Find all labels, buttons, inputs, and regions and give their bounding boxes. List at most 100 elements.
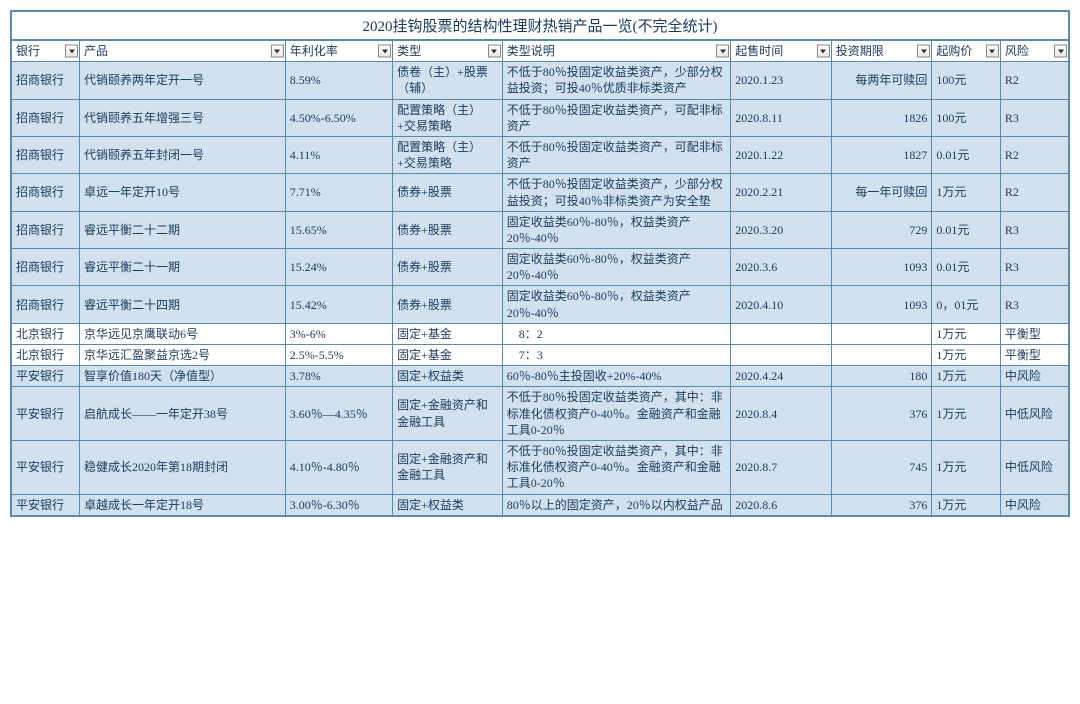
cell-risk: 中低风险 xyxy=(1000,440,1069,494)
col-desc-label: 类型说明 xyxy=(507,44,555,58)
cell-rate: 3.00％-6.30％ xyxy=(285,494,392,516)
cell-risk: R3 xyxy=(1000,99,1069,136)
cell-desc: 7：3 xyxy=(502,345,731,366)
cell-rate: 2.5%-5.5% xyxy=(285,345,392,366)
cell-product: 稳健成长2020年第18期封闭 xyxy=(80,440,286,494)
cell-bank: 北京银行 xyxy=(11,323,80,344)
col-product-label: 产品 xyxy=(84,44,108,58)
cell-risk: R3 xyxy=(1000,211,1069,248)
cell-product: 京华远汇盈聚益京选2号 xyxy=(80,345,286,366)
filter-icon[interactable] xyxy=(271,45,284,58)
cell-bank: 招商银行 xyxy=(11,62,80,99)
cell-type: 债券+股票 xyxy=(393,174,503,211)
cell-rate: 4.10％-4.80％ xyxy=(285,440,392,494)
cell-date: 2020.4.10 xyxy=(731,286,832,323)
cell-desc: 不低于80％投固定收益类资产，其中：非标准化债权资产0-40％。金融资产和金融工… xyxy=(502,440,731,494)
col-desc[interactable]: 类型说明 xyxy=(502,40,731,62)
cell-product: 卓越成长一年定开18号 xyxy=(80,494,286,516)
cell-type: 债卷（主）+股票（辅） xyxy=(393,62,503,99)
col-type[interactable]: 类型 xyxy=(393,40,503,62)
cell-bank: 招商银行 xyxy=(11,249,80,286)
cell-price: 1万元 xyxy=(932,366,1001,387)
filter-icon[interactable] xyxy=(488,45,501,58)
cell-product: 睿远平衡二十一期 xyxy=(80,249,286,286)
products-table: 2020挂钩股票的结构性理财热销产品一览(不完全统计) 银行 产品 年利化率 类… xyxy=(10,10,1070,517)
filter-icon[interactable] xyxy=(716,45,729,58)
cell-date-empty xyxy=(731,345,832,366)
cell-rate: 3%-6% xyxy=(285,323,392,344)
cell-date: 2020.4.24 xyxy=(731,366,832,387)
table-row: 招商银行睿远平衡二十二期15.65%债券+股票固定收益类60％-80％，权益类资… xyxy=(11,211,1069,248)
col-bank[interactable]: 银行 xyxy=(11,40,80,62)
cell-rate: 15.65% xyxy=(285,211,392,248)
cell-desc: 固定收益类60％-80％，权益类资产20％-40％ xyxy=(502,286,731,323)
cell-term: 180 xyxy=(831,366,932,387)
filter-icon[interactable] xyxy=(378,45,391,58)
col-product[interactable]: 产品 xyxy=(80,40,286,62)
cell-bank: 招商银行 xyxy=(11,286,80,323)
cell-desc: 8：2 xyxy=(502,323,731,344)
cell-type: 债券+股票 xyxy=(393,211,503,248)
cell-term: 1093 xyxy=(831,249,932,286)
filter-icon[interactable] xyxy=(1054,45,1067,58)
cell-type: 债券+股票 xyxy=(393,286,503,323)
cell-product: 睿远平衡二十二期 xyxy=(80,211,286,248)
table-row: 招商银行睿远平衡二十四期15.42%债券+股票固定收益类60％-80％，权益类资… xyxy=(11,286,1069,323)
cell-term: 729 xyxy=(831,211,932,248)
cell-risk: 中风险 xyxy=(1000,494,1069,516)
cell-risk: R2 xyxy=(1000,62,1069,99)
col-type-label: 类型 xyxy=(397,44,421,58)
cell-product: 代销颐养五年封闭一号 xyxy=(80,136,286,173)
cell-rate: 8.59% xyxy=(285,62,392,99)
table-row: 平安银行卓越成长一年定开18号3.00％-6.30％固定+权益类80％以上的固定… xyxy=(11,494,1069,516)
cell-term: 每两年可赎回 xyxy=(831,62,932,99)
cell-bank: 平安银行 xyxy=(11,387,80,441)
cell-desc: 固定收益类60％-80％，权益类资产20％-40％ xyxy=(502,249,731,286)
filter-icon[interactable] xyxy=(986,45,999,58)
cell-price: 100元 xyxy=(932,99,1001,136)
cell-term: 1093 xyxy=(831,286,932,323)
table-row: 平安银行稳健成长2020年第18期封闭4.10％-4.80％固定+金融资产和金融… xyxy=(11,440,1069,494)
table-row: 北京银行京华远见京鹰联动6号3%-6%固定+基金 8：21万元平衡型 xyxy=(11,323,1069,344)
cell-date: 2020.8.4 xyxy=(731,387,832,441)
cell-product: 代销颐养两年定开一号 xyxy=(80,62,286,99)
cell-bank: 招商银行 xyxy=(11,174,80,211)
cell-bank: 平安银行 xyxy=(11,366,80,387)
cell-desc: 不低于80％投固定收益类资产，其中：非标准化债权资产0-40％。金融资产和金融工… xyxy=(502,387,731,441)
cell-desc: 固定收益类60％-80％，权益类资产20％-40％ xyxy=(502,211,731,248)
col-risk-label: 风险 xyxy=(1005,44,1029,58)
cell-term-empty xyxy=(831,323,932,344)
table-row: 招商银行睿远平衡二十一期15.24%债券+股票固定收益类60％-80％，权益类资… xyxy=(11,249,1069,286)
col-price-label: 起购价 xyxy=(936,44,972,58)
cell-bank: 平安银行 xyxy=(11,494,80,516)
cell-price: 100元 xyxy=(932,62,1001,99)
cell-term: 每一年可赎回 xyxy=(831,174,932,211)
cell-type: 债券+股票 xyxy=(393,249,503,286)
table-body: 招商银行代销颐养两年定开一号8.59%债卷（主）+股票（辅）不低于80％投固定收… xyxy=(11,62,1069,516)
cell-date: 2020.8.7 xyxy=(731,440,832,494)
cell-price: 1万元 xyxy=(932,440,1001,494)
col-date[interactable]: 起售时间 xyxy=(731,40,832,62)
cell-date: 2020.2.21 xyxy=(731,174,832,211)
col-risk[interactable]: 风险 xyxy=(1000,40,1069,62)
cell-type: 固定+金融资产和金融工具 xyxy=(393,387,503,441)
cell-type: 固定+金融资产和金融工具 xyxy=(393,440,503,494)
cell-type: 固定+权益类 xyxy=(393,494,503,516)
cell-date: 2020.3.6 xyxy=(731,249,832,286)
filter-icon[interactable] xyxy=(917,45,930,58)
filter-icon[interactable] xyxy=(65,45,78,58)
cell-desc: 不低于80％投固定收益类资产，少部分权益投资；可投40％非标类资产为安全垫 xyxy=(502,174,731,211)
col-term[interactable]: 投资期限 xyxy=(831,40,932,62)
col-term-label: 投资期限 xyxy=(836,44,884,58)
cell-term: 376 xyxy=(831,387,932,441)
cell-product: 智享价值180天（净值型） xyxy=(80,366,286,387)
cell-risk: R3 xyxy=(1000,249,1069,286)
filter-icon[interactable] xyxy=(817,45,830,58)
cell-price: 0.01元 xyxy=(932,211,1001,248)
cell-desc: 80％以上的固定资产，20％以内权益产品 xyxy=(502,494,731,516)
cell-term: 376 xyxy=(831,494,932,516)
table-row: 平安银行启航成长——一年定开38号3.60％—4.35％固定+金融资产和金融工具… xyxy=(11,387,1069,441)
col-date-label: 起售时间 xyxy=(735,44,783,58)
col-price[interactable]: 起购价 xyxy=(932,40,1001,62)
col-rate[interactable]: 年利化率 xyxy=(285,40,392,62)
